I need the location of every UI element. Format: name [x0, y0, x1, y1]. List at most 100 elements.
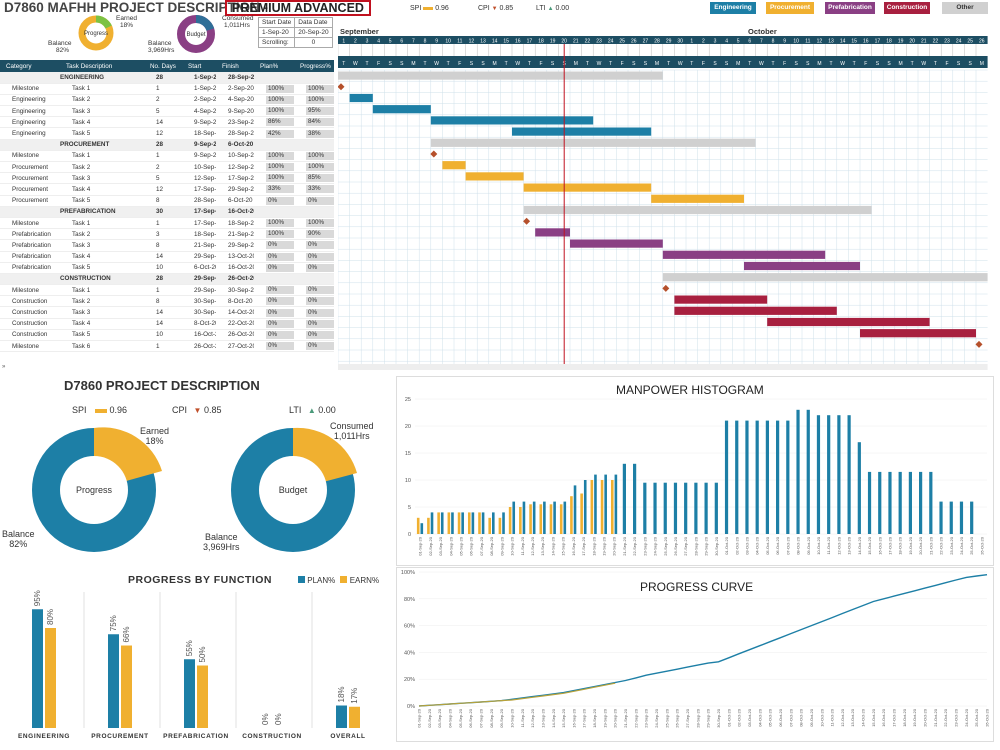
mp-xtick: 01-Oct-20	[724, 536, 729, 555]
data-date-value[interactable]: 20-Sep-20	[294, 27, 333, 38]
scrolling-value[interactable]: 0	[294, 37, 333, 48]
gantt-month-september: September	[340, 27, 379, 36]
table-cell: 100%	[254, 105, 294, 118]
mp-plan-bar	[684, 482, 688, 534]
pbf-legend-plan: PLAN%	[307, 576, 336, 585]
gantt-weekday: T	[586, 61, 589, 67]
pc-xtick: 08-Sep-20	[489, 708, 494, 727]
gantt-day-number: 20	[561, 39, 567, 45]
table-cell: Task 4	[60, 251, 144, 263]
gantt-day-number: 3	[366, 39, 369, 45]
mp-plan-bar	[827, 415, 831, 534]
mp-plan-bar	[908, 471, 912, 534]
pc-xtick: 30-Sep-20	[716, 708, 721, 727]
mp-xtick: 02-Oct-20	[734, 536, 739, 555]
mp-xtick: 10-Oct-20	[816, 536, 821, 555]
pc-xtick: 08-Oct-20	[799, 708, 804, 727]
plan-percent: 0%	[266, 252, 294, 261]
mp-plan-bar	[481, 512, 485, 534]
budget-consumed-callout: Consumed 1,011Hrs	[330, 421, 374, 441]
mp-earn-bar	[498, 517, 502, 534]
table-cell: Milestone	[0, 83, 60, 95]
mp-ytick: 15	[405, 451, 411, 457]
mp-xtick: 22-Sep-20	[632, 536, 637, 555]
progress-percent: 0%	[306, 252, 334, 261]
table-cell: 100%	[294, 217, 334, 230]
progress-percent: 38%	[306, 129, 334, 138]
gantt-weekday: F	[539, 61, 542, 67]
manpower-title: MANPOWER HISTOGRAM	[616, 383, 764, 397]
table-cell: 17-Sep-20	[182, 206, 216, 218]
mp-xtick: 14-Sep-20	[550, 536, 555, 555]
table-cell: 12-Sep-20	[182, 172, 216, 185]
pc-xtick: 19-Oct-20	[912, 708, 917, 727]
curve-panel	[396, 567, 994, 742]
mini-budget-center: Budget	[186, 32, 205, 38]
pbf-bar	[184, 659, 195, 728]
pc-plan-line	[418, 574, 988, 707]
mini-balance-label: Balance	[48, 40, 72, 47]
table-header-6: Progress%	[294, 60, 334, 72]
pc-xtick: 04-Sep-20	[447, 708, 452, 727]
start-date-value[interactable]: 1-Sep-20	[257, 27, 296, 38]
table-cell	[0, 139, 60, 151]
table-cell: 100%	[254, 217, 294, 230]
mp-plan-bar	[663, 482, 667, 534]
pc-xtick: 18-Sep-20	[592, 708, 597, 727]
header-cpi-label: CPI	[478, 5, 490, 12]
gantt-weekday: S	[806, 61, 810, 67]
budget-balance-callout: Balance 3,969Hrs	[203, 532, 240, 552]
gantt-weekday: W	[921, 61, 926, 67]
table-cell: 2	[144, 94, 182, 107]
table-cell: 29-Sep-20	[216, 239, 254, 252]
summary-spi: SPI 0.96	[72, 405, 127, 415]
mp-plan-bar	[704, 482, 708, 534]
mp-xtick: 09-Oct-20	[806, 536, 811, 555]
gantt-day-number: 26	[979, 39, 985, 45]
pc-xtick: 24-Sep-20	[654, 708, 659, 727]
gantt-day-number: 23	[596, 39, 602, 45]
table-cell: 0%	[254, 284, 294, 297]
progress-balance-label: Balance	[2, 529, 35, 539]
pc-xtick: 26-Sep-20	[675, 708, 680, 727]
gantt-weekday: S	[713, 61, 717, 67]
summary-spi-value: 0.96	[109, 405, 128, 415]
table-cell: Construction	[0, 318, 60, 330]
mp-xtick: 11-Oct-20	[826, 536, 831, 554]
plan-percent: 0%	[266, 308, 294, 317]
gantt-day-number: 10	[793, 39, 799, 45]
mp-earn-bar	[610, 480, 614, 534]
progress-percent: 100%	[306, 163, 334, 172]
table-cell: 0%	[294, 195, 334, 207]
mp-plan-bar	[735, 420, 739, 534]
mp-xtick: 01-Sep-20	[418, 536, 423, 555]
expand-icon[interactable]: »	[2, 364, 6, 370]
mp-xtick: 16-Sep-20	[571, 536, 576, 555]
plan-percent: 100%	[266, 174, 294, 183]
